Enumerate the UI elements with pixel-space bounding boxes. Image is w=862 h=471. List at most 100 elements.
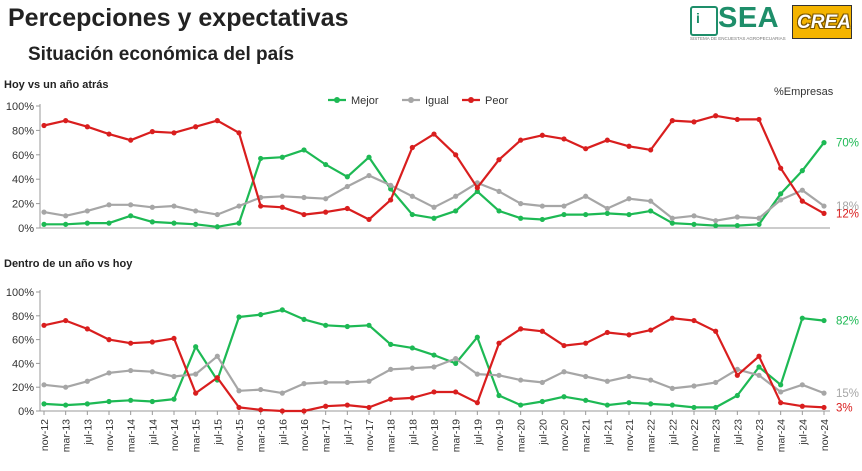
x-tick-label: mar-21 [581,419,593,452]
data-point-mejor [735,393,740,398]
data-point-peor [150,129,155,134]
data-point-igual [561,369,566,374]
data-point-peor [258,407,263,412]
y-tick-label: 40% [12,174,34,186]
data-point-peor [518,138,523,143]
x-tick-label: nov-13 [104,419,116,451]
end-label-peor: 12% [836,208,859,220]
x-tick-label: jul-21 [602,419,614,446]
x-tick-label: jul-17 [342,419,354,446]
data-point-peor [496,341,501,346]
data-point-mejor [345,324,350,329]
data-point-mejor [821,140,826,145]
x-tick-label: jul-22 [667,419,679,446]
data-point-peor [41,323,46,328]
data-point-mejor [670,221,675,226]
data-point-igual [821,203,826,208]
data-point-igual [323,196,328,201]
data-point-peor [691,318,696,323]
data-point-peor [583,341,588,346]
data-point-igual [193,372,198,377]
x-tick-label: nov-14 [169,419,181,451]
end-label-mejor: 70% [836,138,859,150]
data-point-peor [496,157,501,162]
data-point-peor [280,408,285,413]
data-point-peor [821,211,826,216]
data-point-peor [41,123,46,128]
data-point-mejor [756,364,761,369]
data-point-igual [410,194,415,199]
data-point-mejor [605,402,610,407]
data-point-igual [431,364,436,369]
data-point-mejor [301,317,306,322]
data-point-mejor [150,399,155,404]
data-point-igual [518,201,523,206]
data-point-mejor [323,162,328,167]
y-tick-label: 60% [12,335,34,347]
data-point-mejor [63,222,68,227]
x-tick-label: jul-24 [797,419,809,446]
data-point-mejor [691,405,696,410]
data-point-peor [193,391,198,396]
data-point-mejor [128,213,133,218]
data-point-igual [215,354,220,359]
line-charts: Hoy vs un año atrás0%20%40%60%80%100%70%… [0,0,862,471]
data-point-mejor [561,394,566,399]
data-point-igual [345,184,350,189]
data-point-igual [605,379,610,384]
data-point-igual [475,372,480,377]
data-point-peor [280,205,285,210]
data-point-mejor [323,323,328,328]
data-point-peor [518,326,523,331]
data-point-peor [85,124,90,129]
data-point-mejor [63,402,68,407]
data-point-mejor [301,147,306,152]
data-point-igual [713,218,718,223]
data-point-mejor [518,402,523,407]
data-point-mejor [171,397,176,402]
data-point-igual [540,203,545,208]
data-point-mejor [648,208,653,213]
data-point-peor [236,130,241,135]
data-point-mejor [561,212,566,217]
data-point-igual [648,377,653,382]
y-tick-label: 0% [18,223,34,235]
data-point-peor [626,144,631,149]
data-point-mejor [193,344,198,349]
data-point-peor [713,329,718,334]
data-point-mejor [800,316,805,321]
x-tick-label: jul-15 [212,419,224,446]
x-tick-label: mar-13 [61,419,73,452]
data-point-mejor [453,208,458,213]
data-point-mejor [626,400,631,405]
data-point-peor [800,404,805,409]
data-point-mejor [280,307,285,312]
data-point-mejor [540,217,545,222]
data-point-mejor [540,399,545,404]
data-point-mejor [713,223,718,228]
data-point-peor [800,199,805,204]
data-point-peor [540,133,545,138]
data-point-igual [258,387,263,392]
data-point-mejor [691,222,696,227]
data-point-mejor [410,345,415,350]
data-point-mejor [496,208,501,213]
data-point-peor [236,405,241,410]
data-point-peor [670,316,675,321]
data-point-mejor [583,398,588,403]
data-point-peor [670,118,675,123]
data-point-igual [236,203,241,208]
data-point-mejor [258,156,263,161]
x-tick-label: nov-24 [819,419,831,451]
data-point-peor [475,185,480,190]
data-point-mejor [475,335,480,340]
data-point-mejor [778,382,783,387]
data-point-mejor [106,221,111,226]
data-point-peor [388,397,393,402]
data-point-peor [366,405,371,410]
x-tick-label: mar-24 [776,419,788,452]
data-point-igual [388,367,393,372]
data-point-peor [778,400,783,405]
data-point-mejor [150,219,155,224]
data-point-peor [128,138,133,143]
